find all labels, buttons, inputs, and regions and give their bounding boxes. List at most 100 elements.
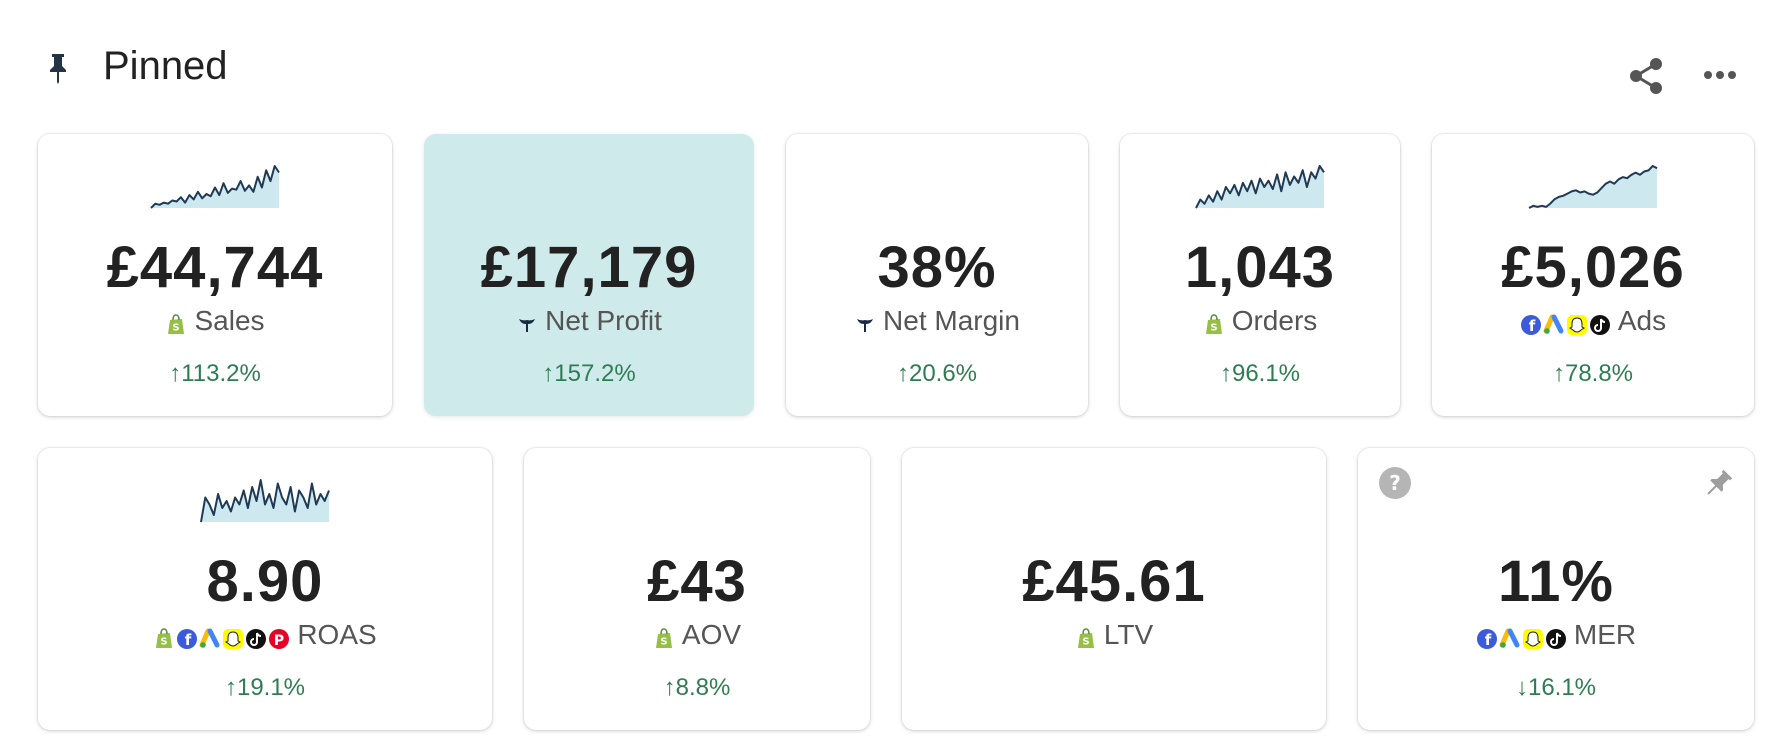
- metric-change: ↑113.2%: [169, 360, 261, 387]
- metric-value: £43: [647, 549, 747, 614]
- svg-text:P: P: [274, 633, 284, 649]
- metric-value: 1,043: [1184, 235, 1336, 300]
- metric-label-row: f Ads: [1432, 304, 1754, 338]
- sparkline-line: [200, 479, 330, 523]
- tiktok-icon: [1589, 310, 1611, 335]
- sparkline-area: [151, 166, 279, 208]
- google-ads-icon: [199, 624, 221, 648]
- metric-label: Sales: [194, 305, 265, 336]
- metric-change: ↓16.1%: [1515, 674, 1597, 701]
- svg-text:?: ?: [1389, 471, 1401, 495]
- shopify-icon: S: [153, 624, 175, 648]
- sparkline-line: [150, 165, 280, 209]
- metric-value: 8.90: [206, 549, 324, 614]
- sparkline-chart: [200, 479, 330, 523]
- metric-label: LTV: [1103, 619, 1154, 650]
- shopify-icon: S: [1203, 310, 1225, 334]
- metric-label: Ads: [1617, 305, 1667, 336]
- metric-label-row: Net Margin: [786, 304, 1088, 338]
- metric-value: £17,179: [480, 235, 698, 300]
- sparkline-chart: [1528, 165, 1658, 209]
- snapchat-icon: [1522, 624, 1544, 649]
- sparkline-area: [1196, 166, 1324, 208]
- shopify-icon: S: [653, 624, 675, 648]
- tiktok-icon: [245, 624, 267, 649]
- pin-icon: [50, 54, 66, 84]
- svg-text:S: S: [161, 637, 168, 648]
- metric-value: £45.61: [1022, 549, 1206, 614]
- google-ads-icon: [1543, 310, 1565, 334]
- facebook-icon: f: [1520, 310, 1542, 335]
- source-icons: f: [1520, 310, 1612, 335]
- triple-whale-icon: [516, 310, 538, 332]
- metric-card-sales[interactable]: £44,744 S Sales ↑113.2%: [38, 134, 392, 416]
- metric-label: Net Profit: [545, 305, 662, 336]
- metric-change: ↑20.6%: [896, 360, 978, 387]
- metric-change: ↑8.8%: [663, 674, 731, 701]
- pinterest-icon: P: [268, 624, 290, 649]
- more-horizontal-icon[interactable]: [1700, 60, 1740, 90]
- sparkline-area: [1529, 166, 1657, 208]
- metric-change: ↑19.1%: [224, 674, 306, 701]
- snapchat-icon: [222, 624, 244, 649]
- share-icon[interactable]: [1626, 56, 1666, 96]
- question-circle-icon[interactable]: ?: [1378, 466, 1412, 500]
- metric-value: 11%: [1498, 549, 1614, 614]
- source-icons: [854, 310, 877, 332]
- metric-value: £44,744: [106, 235, 324, 300]
- metric-label: Net Margin: [883, 305, 1020, 336]
- metric-label-row: f MER: [1358, 618, 1754, 652]
- metric-label-row: S LTV: [902, 618, 1326, 652]
- metric-change: ↑96.1%: [1219, 360, 1301, 387]
- metric-label: Orders: [1231, 305, 1318, 336]
- facebook-icon: f: [176, 624, 198, 649]
- shopify-icon: S: [165, 310, 187, 334]
- shopify-icon: S: [1075, 624, 1097, 648]
- svg-text:f: f: [1485, 631, 1492, 649]
- svg-text:S: S: [1082, 637, 1089, 648]
- svg-text:S: S: [660, 637, 667, 648]
- source-icons: S: [165, 310, 188, 334]
- metric-label-row: Net Profit: [424, 304, 754, 338]
- metric-card-ads[interactable]: £5,026 f Ads ↑78.8%: [1432, 134, 1754, 416]
- metric-label-row: S Sales: [38, 304, 392, 338]
- source-icons: [516, 310, 539, 332]
- triple-whale-icon: [854, 310, 876, 332]
- source-icons: f: [1476, 624, 1568, 649]
- metric-label-row: S Orders: [1120, 304, 1400, 338]
- google-ads-icon: [1499, 624, 1521, 648]
- metric-change: ↑78.8%: [1552, 360, 1634, 387]
- metric-card-ltv[interactable]: £45.61 S LTV: [902, 448, 1326, 730]
- pinned-header: Pinned: [0, 0, 1790, 120]
- metric-label: ROAS: [297, 619, 377, 650]
- metric-card-aov[interactable]: £43 S AOV ↑8.8%: [524, 448, 870, 730]
- tiktok-icon: [1545, 624, 1567, 649]
- metric-card-orders[interactable]: 1,043 S Orders ↑96.1%: [1120, 134, 1400, 416]
- source-icons: S: [1203, 310, 1226, 334]
- metric-card-net-margin[interactable]: 38% Net Margin ↑20.6%: [786, 134, 1088, 416]
- facebook-icon: f: [1476, 624, 1498, 649]
- metric-label: AOV: [681, 619, 742, 650]
- snapchat-icon: [1566, 310, 1588, 335]
- page-title: Pinned: [103, 44, 228, 88]
- metric-change: ↑157.2%: [542, 360, 636, 387]
- source-icons: S: [653, 624, 676, 648]
- sparkline-area: [201, 480, 329, 522]
- sparkline-line: [1195, 165, 1325, 209]
- sparkline-line: [1528, 165, 1658, 209]
- metric-card-mer[interactable]: ? 11% f MER ↓16.1%: [1358, 448, 1754, 730]
- metric-value: £5,026: [1501, 235, 1685, 300]
- sparkline-chart: [150, 165, 280, 209]
- svg-text:f: f: [1529, 317, 1536, 335]
- metric-label: MER: [1573, 619, 1637, 650]
- metric-card-net-profit[interactable]: £17,179 Net Profit ↑157.2%: [424, 134, 754, 416]
- sparkline-chart: [1195, 165, 1325, 209]
- pin-icon[interactable]: [1700, 466, 1736, 502]
- metric-label-row: S AOV: [524, 618, 870, 652]
- metric-value: 38%: [877, 235, 997, 300]
- svg-text:S: S: [173, 323, 180, 334]
- svg-text:S: S: [1210, 323, 1217, 334]
